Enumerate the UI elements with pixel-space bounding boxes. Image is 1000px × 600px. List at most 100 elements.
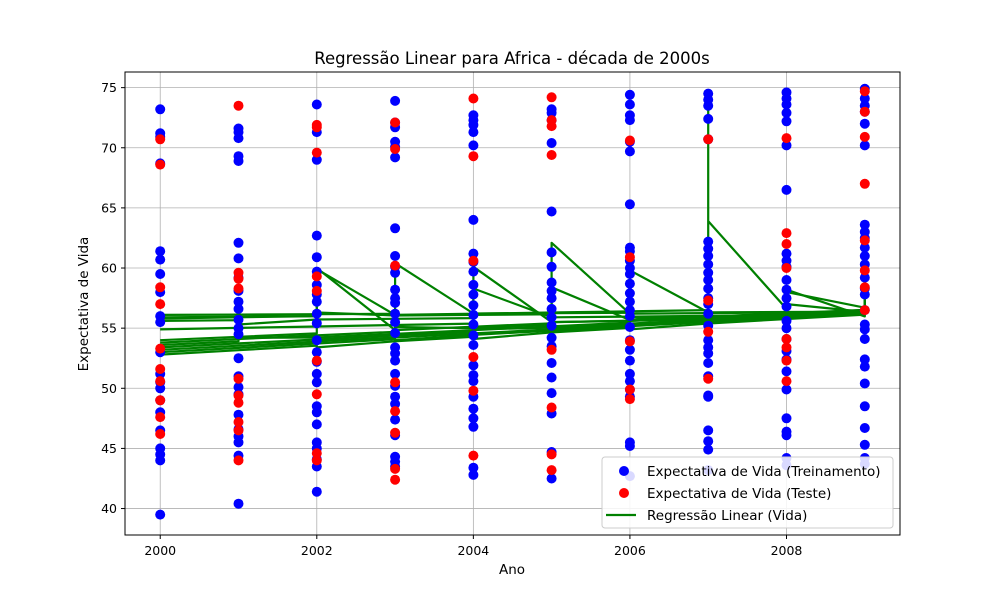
test-point [390,117,401,128]
test-point [390,427,401,438]
legend: Expectativa de Vida (Treinamento) Expect… [601,456,894,529]
train-point [703,390,714,401]
train-point [624,146,635,157]
train-point [703,444,714,455]
train-point [468,421,479,432]
train-point [468,110,479,121]
test-point [390,406,401,417]
train-point [781,87,792,98]
train-point [468,140,479,151]
train-point [233,323,244,334]
train-point [859,242,870,253]
train-point [859,401,870,412]
train-point [703,436,714,447]
train-point [703,308,714,319]
test-point [781,133,792,144]
test-point [311,285,322,296]
train-point [546,261,557,272]
train-point [859,439,870,450]
test-point [233,267,244,278]
test-point [155,134,166,145]
train-point [546,285,557,296]
train-point [390,355,401,366]
train-point [233,409,244,420]
train-point [703,358,714,368]
train-point [859,319,870,330]
plot-frame [124,71,901,536]
test-point [624,252,635,263]
test-point [468,352,479,362]
train-point [233,123,244,134]
test-point [546,115,557,126]
train-point [468,469,479,480]
test-point [624,384,635,395]
train-point [781,293,792,304]
train-point [311,347,322,358]
train-point [624,296,635,307]
train-point [390,251,401,261]
test-point [859,235,870,246]
train-point [859,140,870,151]
train-point [390,398,401,409]
test-point [155,282,166,293]
train-point [546,388,557,399]
test-point [859,178,870,189]
train-point [781,184,792,195]
train-point [233,296,244,307]
train-point [390,293,401,304]
train-point [155,269,166,279]
legend-box [601,456,894,529]
train-point [311,401,322,412]
test-point [546,402,557,413]
y-tick-label: 60 [101,261,117,276]
test-point [311,355,322,366]
train-point [233,353,244,364]
y-tick-label: 70 [101,140,117,155]
train-point [155,246,166,257]
train-point [703,236,714,247]
test-point [155,299,166,310]
y-tick-label: 40 [101,501,117,516]
test-point [781,228,792,239]
train-point [233,253,244,264]
train-point [546,332,557,343]
test-point [233,100,244,111]
test-point [468,151,479,162]
regression-line [160,311,865,351]
train-point [703,275,714,285]
test-point [390,463,401,474]
train-point [624,305,635,316]
train-point [781,140,792,151]
test-point [155,429,166,439]
train-point [233,314,244,325]
train-point [703,283,714,294]
train-point [781,413,792,424]
train-point [390,342,401,353]
train-point [233,151,244,162]
train-point [624,368,635,379]
train-point [624,376,635,387]
train-point [468,300,479,311]
train-point [311,230,322,241]
train-point [155,443,166,454]
test-point [233,425,244,436]
train-point [311,486,322,497]
test-point [781,334,792,344]
train-point [781,301,792,312]
test-point [781,355,792,366]
test-point [703,326,714,337]
test-point [859,282,870,293]
test-point [233,455,244,466]
test-point [546,150,557,160]
train-point [781,116,792,127]
test-point [233,283,244,294]
train-point [859,334,870,344]
test-point [233,417,244,427]
x-tick-label: 2002 [301,543,333,558]
test-point [546,344,557,355]
test-point [859,86,870,97]
train-point [390,451,401,462]
train-point [155,311,166,322]
train-point [624,99,635,110]
